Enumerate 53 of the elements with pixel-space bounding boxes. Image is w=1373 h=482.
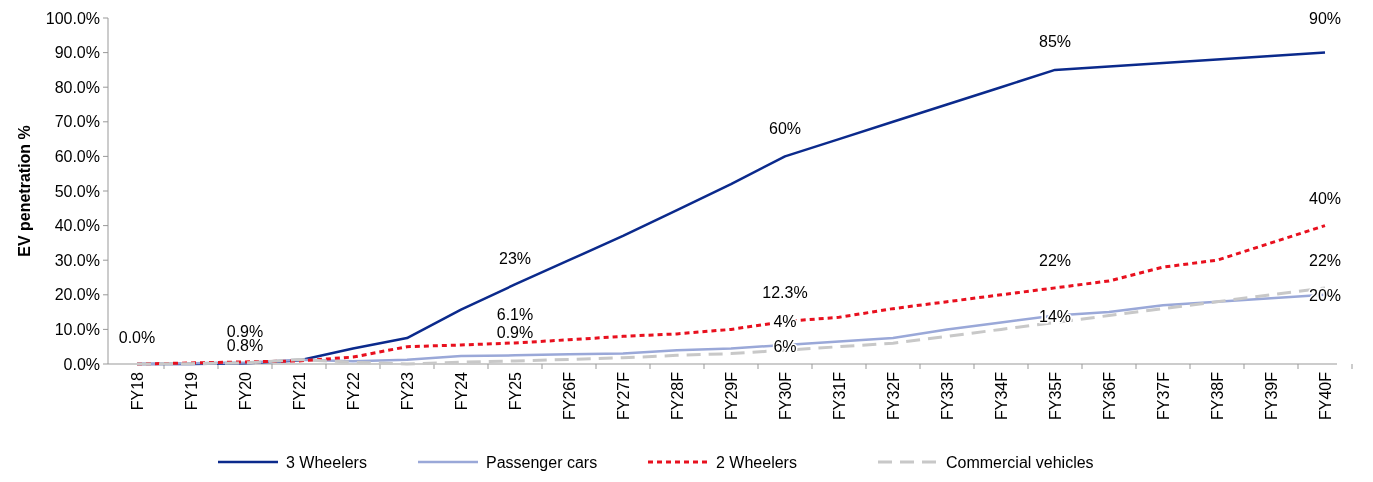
annotation: 12.3% — [762, 284, 808, 302]
x-tick-label: FY26F — [560, 371, 578, 421]
legend-label: 3 Wheelers — [286, 453, 367, 471]
x-tick-label: FY18 — [128, 371, 146, 411]
x-tick-label: FY40F — [1316, 371, 1334, 421]
y-axis-title: EV penetration % — [16, 125, 33, 257]
x-tick-label: FY38F — [1208, 371, 1226, 421]
x-tick-label: FY34F — [992, 371, 1010, 421]
y-tick-label: 0.0% — [63, 355, 100, 373]
x-tick-label: FY35F — [1046, 371, 1064, 421]
x-tick-label: FY32F — [884, 371, 902, 421]
x-tick-label: FY21 — [290, 371, 308, 411]
annotation: 0.0% — [118, 328, 156, 346]
annotation: 90% — [1308, 9, 1342, 27]
legend-label: 2 Wheelers — [716, 453, 797, 471]
annotation: 6% — [773, 337, 797, 355]
x-tick-label: FY36F — [1100, 371, 1118, 421]
x-tick-label: FY33F — [938, 371, 956, 421]
x-tick-label: FY27F — [614, 371, 632, 421]
x-tick-label: FY39F — [1262, 371, 1280, 421]
x-tick-label: FY23 — [398, 371, 416, 411]
annotation: 14% — [1038, 308, 1072, 326]
y-tick-label: 70.0% — [54, 113, 100, 131]
legend-label: Commercial vehicles — [946, 453, 1094, 471]
x-tick-label: FY37F — [1154, 371, 1172, 421]
legend-label: Passenger cars — [486, 453, 598, 471]
y-tick-label: 20.0% — [54, 286, 100, 304]
annotation: 60% — [768, 120, 802, 138]
annotation: 85% — [1038, 33, 1072, 51]
x-tick-label: FY19 — [182, 371, 200, 411]
x-tick-label: FY29F — [722, 371, 740, 421]
annotation: 40% — [1308, 189, 1342, 207]
x-tick-label: FY24 — [452, 371, 470, 411]
y-tick-label: 40.0% — [54, 217, 100, 235]
y-tick-label: 30.0% — [54, 251, 100, 269]
y-tick-label: 50.0% — [54, 182, 100, 200]
annotation: 6.1% — [496, 306, 534, 324]
x-tick-label: FY25 — [506, 371, 524, 411]
y-tick-label: 100.0% — [45, 9, 100, 27]
annotation: 22% — [1308, 251, 1342, 269]
annotation: 20% — [1308, 287, 1342, 305]
y-tick-label: 60.0% — [54, 148, 100, 165]
x-tick-label: FY20 — [236, 371, 254, 411]
x-tick-label: FY31F — [830, 371, 848, 421]
x-tick-label: FY22 — [344, 371, 362, 411]
annotation: 22% — [1038, 251, 1072, 269]
x-tick-label: FY28F — [668, 371, 686, 421]
y-tick-label: 80.0% — [54, 78, 100, 96]
annotation: 23% — [498, 249, 532, 267]
y-tick-label: 90.0% — [54, 44, 100, 62]
annotation: 0.9% — [496, 324, 534, 342]
y-tick-label: 10.0% — [54, 321, 100, 338]
x-tick-label: FY30F — [776, 371, 794, 421]
